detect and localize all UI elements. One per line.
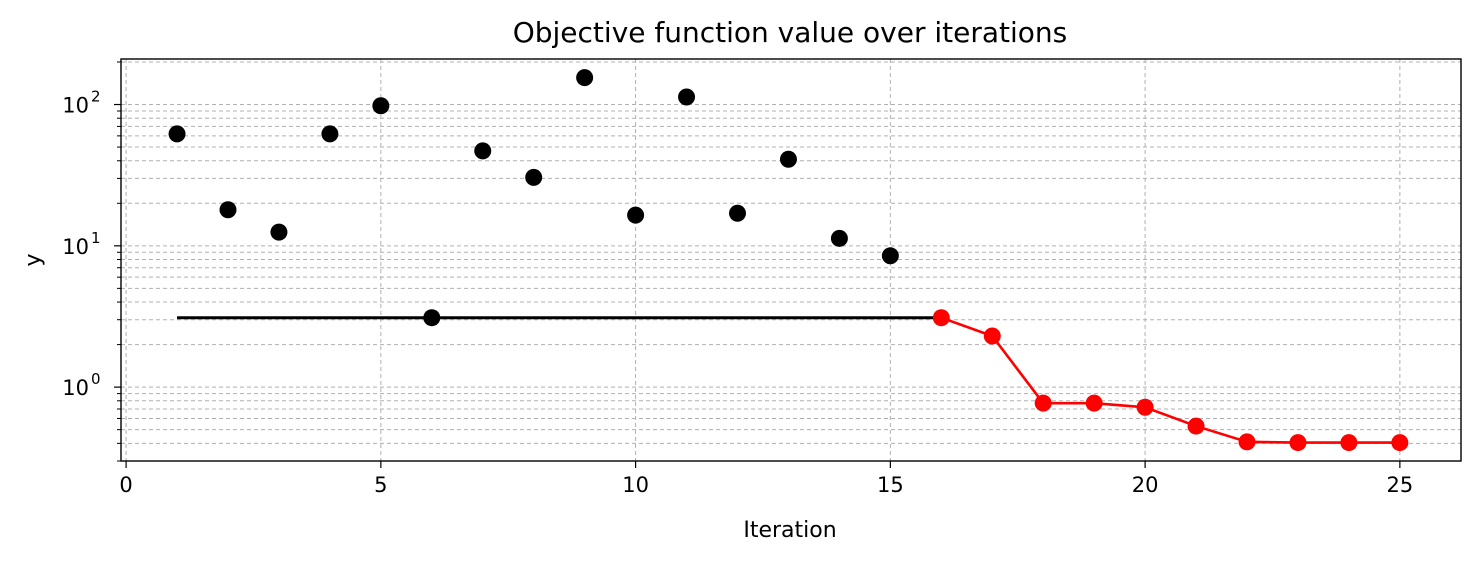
- optimize-point: [1034, 394, 1052, 412]
- explore-point: [576, 69, 594, 87]
- explore-point: [168, 125, 186, 143]
- series-layer: [168, 69, 1409, 452]
- x-tick-label: 5: [374, 473, 387, 497]
- explore-point: [779, 150, 797, 168]
- explore-point: [474, 142, 492, 160]
- y-tick-label: 10: [62, 235, 89, 259]
- grid: [121, 59, 1461, 462]
- explore-point: [525, 168, 543, 186]
- optimize-point: [1391, 434, 1409, 452]
- x-tick-label: 25: [1386, 473, 1413, 497]
- explore-point: [219, 201, 237, 219]
- explore-point: [627, 206, 645, 224]
- explore-point: [881, 247, 899, 265]
- explore-point: [830, 229, 848, 247]
- optimize-point: [1238, 433, 1256, 451]
- optimize-point: [1136, 398, 1154, 416]
- explore-point: [423, 309, 441, 327]
- optimize-point: [932, 309, 950, 327]
- x-axis-label: Iteration: [743, 518, 836, 543]
- y-tick-label: 10: [62, 94, 89, 118]
- explore-point: [729, 204, 747, 222]
- x-tick-label: 15: [877, 473, 904, 497]
- y-tick-label: 10: [62, 376, 89, 400]
- optimize-series-line: [940, 316, 1400, 444]
- x-tick-label: 0: [119, 473, 132, 497]
- optimize-point: [983, 327, 1001, 345]
- optimize-point: [1187, 417, 1205, 435]
- explore-point: [321, 125, 339, 143]
- y-tick-exponent: 0: [91, 370, 101, 388]
- explore-point: [270, 223, 288, 241]
- explore-point: [678, 88, 696, 106]
- plot-frame: [120, 58, 1462, 462]
- y-tick-exponent: 2: [91, 88, 101, 106]
- x-tick-label: 20: [1132, 473, 1159, 497]
- y-axis-label: y: [21, 253, 46, 266]
- explore-point: [372, 97, 390, 115]
- optimize-point: [1085, 394, 1103, 412]
- optimize-point: [1289, 434, 1307, 452]
- chart-title: Objective function value over iterations: [513, 16, 1068, 49]
- x-tick-label: 10: [622, 473, 649, 497]
- y-tick-exponent: 1: [91, 229, 101, 247]
- optimize-point: [1340, 434, 1358, 452]
